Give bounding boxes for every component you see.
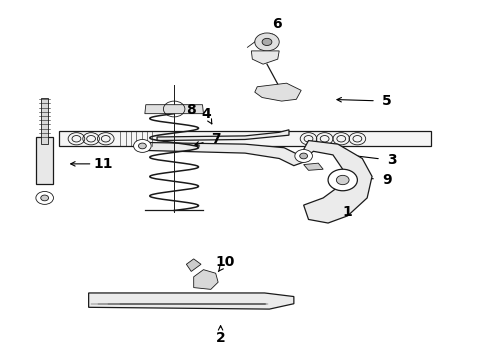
Polygon shape — [304, 140, 372, 223]
Polygon shape — [59, 131, 431, 146]
Text: 7: 7 — [211, 132, 220, 146]
Circle shape — [41, 195, 49, 201]
Polygon shape — [41, 98, 48, 144]
Polygon shape — [186, 259, 201, 271]
Circle shape — [295, 149, 313, 162]
Text: 10: 10 — [216, 256, 235, 270]
Polygon shape — [36, 137, 53, 184]
Circle shape — [139, 143, 147, 149]
Polygon shape — [138, 142, 304, 166]
Polygon shape — [255, 83, 301, 101]
Text: 2: 2 — [216, 331, 225, 345]
Polygon shape — [304, 163, 323, 170]
Text: 1: 1 — [343, 205, 352, 219]
Circle shape — [336, 175, 349, 185]
Text: 5: 5 — [382, 94, 392, 108]
Circle shape — [328, 169, 357, 191]
Text: 8: 8 — [186, 103, 196, 117]
Text: 6: 6 — [272, 17, 282, 31]
Polygon shape — [145, 105, 203, 114]
Text: 3: 3 — [387, 153, 396, 167]
Text: 11: 11 — [94, 157, 113, 171]
Text: 4: 4 — [201, 107, 211, 121]
Polygon shape — [194, 270, 218, 289]
Polygon shape — [89, 293, 294, 309]
Circle shape — [134, 139, 151, 152]
Circle shape — [36, 192, 53, 204]
Circle shape — [262, 39, 272, 45]
Circle shape — [300, 153, 308, 159]
Circle shape — [255, 33, 279, 51]
Polygon shape — [157, 130, 289, 140]
Text: 9: 9 — [382, 173, 392, 187]
Polygon shape — [251, 51, 279, 64]
